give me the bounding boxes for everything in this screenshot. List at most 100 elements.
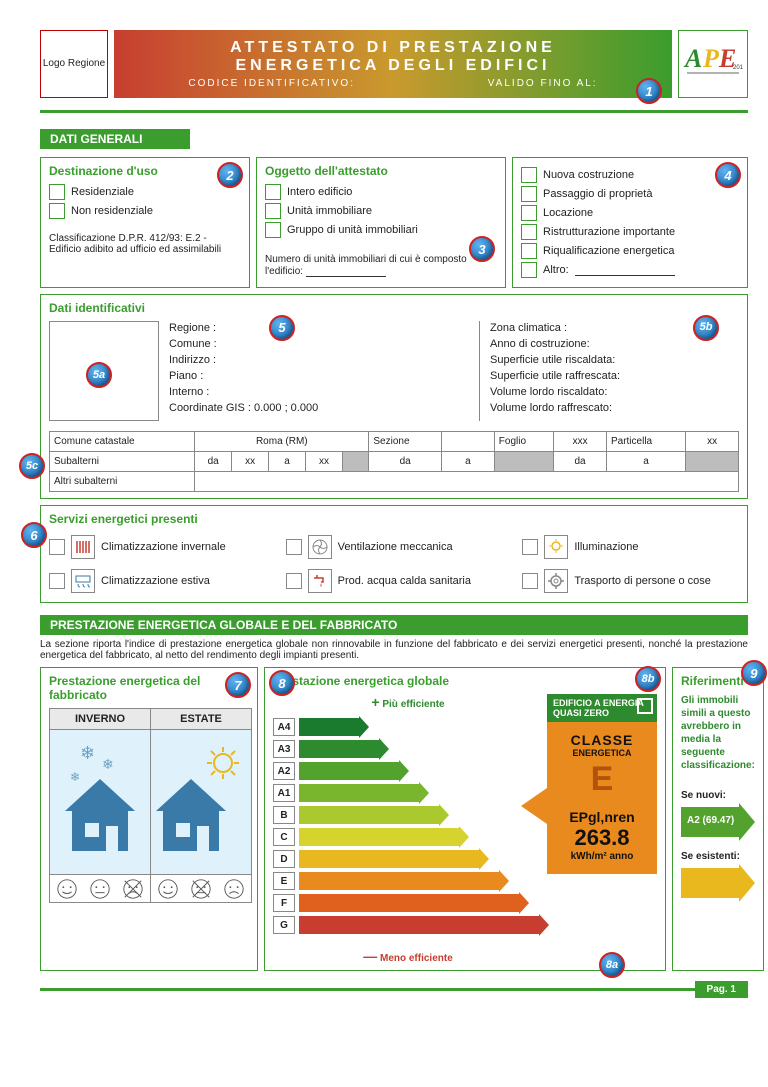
class-arrow-D	[299, 850, 479, 868]
panel-riferimenti: Riferimenti Gli immobili simili a questo…	[672, 667, 764, 971]
class-label-G: G	[273, 916, 295, 934]
badge-5b: 5b	[693, 315, 719, 341]
header: Logo Regione ATTESTATO DI PRESTAZIONE EN…	[40, 30, 748, 98]
house-summer	[151, 730, 252, 875]
section-dati-generali: DATI GENERALI	[40, 129, 190, 149]
energy-arrows: A4A3A2A1BCDEFG	[273, 714, 543, 944]
class-label-D: D	[273, 850, 295, 868]
chk-residenziale[interactable]: Residenziale	[49, 184, 241, 200]
footer: Pag. 1	[40, 981, 748, 998]
badge-4: 4	[715, 162, 741, 188]
class-arrow-C	[299, 828, 459, 846]
chk-clim-inv[interactable]: Climatizzazione invernale	[49, 535, 266, 559]
badge-8b: 8b	[635, 666, 661, 692]
dest-title: Destinazione d'uso	[49, 164, 241, 178]
chk-passaggio[interactable]: Passaggio di proprietà	[521, 186, 739, 202]
chk-altro[interactable]: Altro:	[521, 262, 739, 278]
badge-3: 3	[469, 236, 495, 262]
chk-nuova[interactable]: Nuova costruzione	[521, 167, 739, 183]
prest-desc: La sezione riporta l'indice di prestazio…	[40, 639, 748, 661]
svg-text:❄: ❄	[70, 770, 80, 784]
chk-illum[interactable]: Illuminazione	[522, 535, 739, 559]
ac-icon	[71, 569, 95, 593]
class-arrow-F	[299, 894, 519, 912]
fab-title: Prestazione energetica del fabbricato	[49, 674, 249, 702]
panel-identificativi: Dati identificativi 5a Regione : Comune …	[40, 294, 748, 499]
ref-arrow-nuovi: A2 (69.47)	[681, 807, 755, 837]
badge-9: 9	[741, 660, 767, 686]
panel-servizi: Servizi energetici presenti Climatizzazi…	[40, 505, 748, 603]
badge-7: 7	[225, 672, 251, 698]
ape-logo: A P E 2015	[678, 30, 748, 98]
chk-ristrutt[interactable]: Ristrutturazione importante	[521, 224, 739, 240]
header-banner: ATTESTATO DI PRESTAZIONE ENERGETICA DEGL…	[114, 30, 672, 98]
num-unita-field[interactable]	[306, 265, 386, 277]
badge-5a: 5a	[86, 362, 112, 388]
svg-text:❄: ❄	[102, 756, 114, 772]
codice-label: CODICE IDENTIFICATIVO:	[188, 78, 355, 89]
chk-gruppo[interactable]: Gruppo di unità immobiliari	[265, 222, 497, 238]
chk-locazione[interactable]: Locazione	[521, 205, 739, 221]
panel-destinazione: Destinazione d'uso Residenziale Non resi…	[40, 157, 250, 288]
title-l1: ATTESTATO DI PRESTAZIONE	[122, 39, 664, 57]
svg-text:❄: ❄	[80, 743, 95, 763]
smiles-winter	[50, 875, 151, 903]
class-arrow-G	[299, 916, 539, 934]
ident-left: Regione : Comune : Indirizzo : Piano : I…	[169, 321, 469, 421]
chk-non-residenziale[interactable]: Non residenziale	[49, 203, 241, 219]
panel-fabbricato: Prestazione energetica del fabbricato IN…	[40, 667, 258, 971]
catasto-table: Comune catastale Roma (RM) Sezione Fogli…	[49, 431, 739, 492]
badge-5: 5	[269, 315, 295, 341]
logo-regione-box: Logo Regione	[40, 30, 108, 98]
class-label-E: E	[273, 872, 295, 890]
chk-clim-est[interactable]: Climatizzazione estiva	[49, 569, 266, 593]
title-l2: ENERGETICA DEGLI EDIFICI	[122, 57, 664, 75]
class-arrow-A4	[299, 718, 359, 736]
class-label-B: B	[273, 806, 295, 824]
badge-8a: 8a	[599, 952, 625, 978]
badge-1: 1	[636, 78, 662, 104]
glob-title: Prestazione energetica globale	[273, 674, 657, 688]
class-arrow-A1	[299, 784, 419, 802]
panel-motivazione: Nuova costruzione Passaggio di proprietà…	[512, 157, 748, 288]
fan-icon	[308, 535, 332, 559]
page-number: Pag. 1	[695, 981, 748, 998]
ref-arrow-esistenti	[681, 868, 755, 898]
class-arrow-B	[299, 806, 439, 824]
eaqz-check[interactable]	[637, 698, 653, 714]
photo-box: 5a	[49, 321, 159, 421]
class-label-A4: A4	[273, 718, 295, 736]
rif-desc: Gli immobili simili a questo avrebbero i…	[681, 694, 755, 772]
eaqz-box: EDIFICIO A ENERGIA QUASI ZERO	[547, 694, 657, 722]
class-label-F: F	[273, 894, 295, 912]
rif-nuovi-lbl: Se nuovi:	[681, 790, 755, 801]
ident-right: Zona climatica : Anno di costruzione: Su…	[479, 321, 739, 421]
ident-title: Dati identificativi	[49, 301, 739, 315]
altro-field[interactable]	[575, 264, 675, 276]
badge-5c: 5c	[19, 453, 45, 479]
svg-text:2015: 2015	[733, 65, 743, 71]
class-label-A3: A3	[273, 740, 295, 758]
oggetto-title: Oggetto dell'attestato	[265, 164, 497, 178]
chk-riqual[interactable]: Riqualificazione energetica	[521, 243, 739, 259]
gear-icon	[544, 569, 568, 593]
badge-8: 8	[269, 670, 295, 696]
chk-intero[interactable]: Intero edificio	[265, 184, 497, 200]
smiles-summer	[151, 875, 252, 903]
chk-unita[interactable]: Unità immobiliare	[265, 203, 497, 219]
bulb-icon	[544, 535, 568, 559]
chk-acs[interactable]: Prod. acqua calda sanitaria	[286, 569, 503, 593]
valido-label: VALIDO FINO AL:	[488, 78, 598, 89]
chk-vent[interactable]: Ventilazione meccanica	[286, 535, 503, 559]
chk-trasporto[interactable]: Trasporto di persone o cose	[522, 569, 739, 593]
class-arrow-E	[299, 872, 499, 890]
classe-box: EDIFICIO A ENERGIA QUASI ZERO CLASSE ENE…	[547, 694, 657, 964]
panel-oggetto: Oggetto dell'attestato Intero edificio U…	[256, 157, 506, 288]
radiator-icon	[71, 535, 95, 559]
dest-classif: Classificazione D.P.R. 412/93: E.2 - Edi…	[49, 233, 241, 255]
panel-globale: Prestazione energetica globale + Più eff…	[264, 667, 666, 971]
badge-2: 2	[217, 162, 243, 188]
class-label-A1: A1	[273, 784, 295, 802]
badge-6: 6	[21, 522, 47, 548]
svg-text:P: P	[702, 44, 720, 73]
